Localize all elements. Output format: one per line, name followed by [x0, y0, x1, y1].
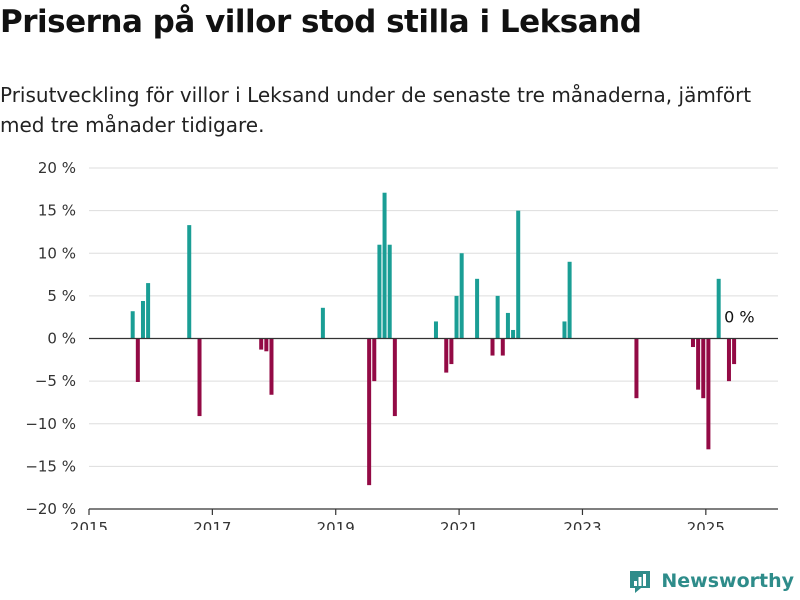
bar	[732, 338, 737, 365]
bar	[562, 321, 567, 339]
y-tick-label: 15 %	[38, 202, 76, 220]
bar	[382, 192, 387, 339]
x-tick-label: 2021	[440, 519, 478, 530]
chart-subtitle: Prisutveckling för villor i Leksand unde…	[0, 83, 752, 137]
y-tick-label: −10 %	[25, 415, 76, 433]
bar	[511, 329, 516, 339]
bar	[387, 244, 392, 339]
bar	[187, 225, 192, 339]
bar	[690, 338, 695, 348]
y-tick-label: 0 %	[47, 330, 76, 348]
y-tick-label: −15 %	[25, 457, 76, 475]
bar	[634, 338, 639, 399]
y-tick-label: −5 %	[35, 372, 76, 390]
y-tick-label: 5 %	[47, 287, 76, 305]
brand-name: Newsworthy	[661, 570, 794, 592]
x-tick-label: 2019	[317, 519, 355, 530]
tick-labels: 20 %15 %10 %5 %0 %−5 %−10 %−15 %−20 %201…	[25, 159, 725, 530]
chart-title: Priserna på villor stod stilla i Leksand	[0, 4, 642, 40]
bar	[500, 338, 505, 356]
bar	[130, 311, 135, 339]
bar	[372, 338, 377, 382]
bar	[505, 312, 510, 339]
bar	[726, 338, 731, 382]
bar-chart: 20 %15 %10 %5 %0 %−5 %−10 %−15 %−20 %201…	[25, 159, 778, 530]
latest-value-annotation: 0 %	[724, 308, 754, 327]
bar	[475, 278, 480, 339]
bar	[269, 338, 274, 395]
bar	[135, 338, 140, 382]
bar	[377, 244, 382, 339]
axes	[88, 337, 778, 515]
bar	[495, 295, 500, 339]
bar	[444, 338, 449, 373]
bar	[392, 338, 397, 417]
bar	[454, 295, 459, 339]
x-tick-label: 2015	[70, 519, 108, 530]
newsworthy-logo-icon	[630, 571, 651, 593]
bar	[449, 338, 454, 365]
y-tick-label: −20 %	[25, 500, 76, 518]
bar	[459, 253, 464, 339]
bar	[197, 338, 202, 417]
bar	[433, 321, 438, 339]
bar	[696, 338, 701, 390]
y-tick-label: 10 %	[38, 244, 76, 262]
bar	[320, 307, 325, 339]
bar	[706, 338, 711, 450]
bar	[259, 338, 264, 350]
bar	[701, 338, 706, 399]
bar	[567, 261, 572, 339]
bar	[264, 338, 269, 352]
brand-logo: Newsworthy	[627, 568, 794, 594]
bar	[140, 300, 145, 339]
y-tick-label: 20 %	[38, 159, 76, 177]
x-tick-label: 2017	[193, 519, 231, 530]
gridlines	[89, 167, 778, 467]
bars	[130, 192, 737, 486]
bar	[367, 338, 372, 486]
bar	[716, 278, 721, 339]
x-tick-label: 2025	[687, 519, 725, 530]
bar	[146, 283, 151, 339]
x-tick-label: 2023	[563, 519, 601, 530]
bar	[516, 210, 521, 339]
bar	[490, 338, 495, 356]
